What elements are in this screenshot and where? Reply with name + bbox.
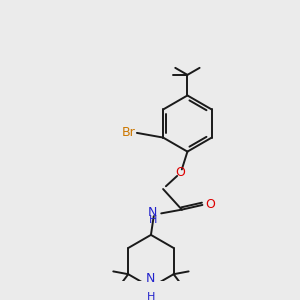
- Text: H: H: [147, 292, 155, 300]
- Text: N: N: [146, 272, 156, 284]
- Text: H: H: [149, 215, 158, 225]
- Text: O: O: [175, 166, 185, 179]
- Text: O: O: [205, 199, 215, 212]
- Text: N: N: [148, 206, 158, 219]
- Text: Br: Br: [121, 126, 135, 140]
